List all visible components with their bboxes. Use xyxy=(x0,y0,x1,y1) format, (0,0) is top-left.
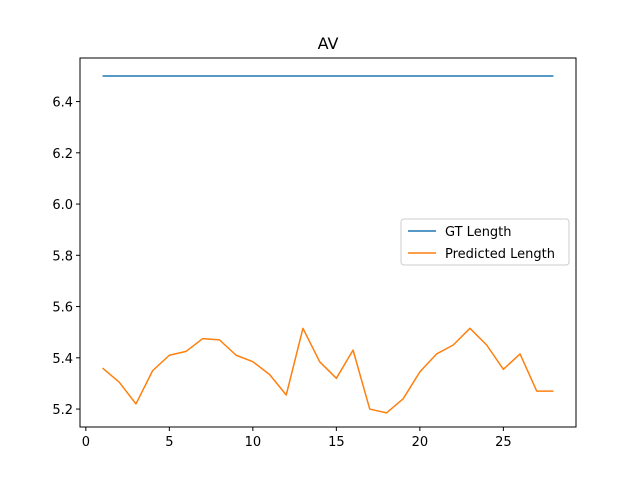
y-tick-label: 5.4 xyxy=(52,352,73,367)
y-axis: 5.2 5.4 5.6 5.8 6.0 6.2 6.4 xyxy=(52,96,80,418)
y-tick-label: 6.4 xyxy=(52,96,73,111)
x-tick-label: 0 xyxy=(82,435,90,450)
legend-label-gt-length: GT Length xyxy=(445,225,512,240)
plot-frame xyxy=(79,57,577,428)
legend: GT Length Predicted Length xyxy=(400,218,570,266)
y-tick-label: 5.6 xyxy=(52,301,73,316)
y-tick-label: 5.8 xyxy=(52,249,73,264)
x-tick-label: 15 xyxy=(328,435,345,450)
x-tick-label: 25 xyxy=(495,435,512,450)
x-tick-label: 5 xyxy=(165,435,173,450)
y-tick-label: 6.2 xyxy=(52,147,73,162)
series-layer xyxy=(102,75,554,414)
legend-label-predicted-length: Predicted Length xyxy=(445,247,555,262)
chart-title: AV xyxy=(318,34,339,53)
y-tick-label: 5.2 xyxy=(52,403,73,418)
y-tick-label: 6.0 xyxy=(52,198,73,213)
series-line-predicted-length xyxy=(102,327,554,414)
plot-area xyxy=(79,57,577,428)
legend-box xyxy=(400,218,570,266)
x-axis: 0 5 10 15 20 25 xyxy=(82,427,512,450)
x-tick-label: 20 xyxy=(412,435,429,450)
x-tick-label: 10 xyxy=(245,435,262,450)
